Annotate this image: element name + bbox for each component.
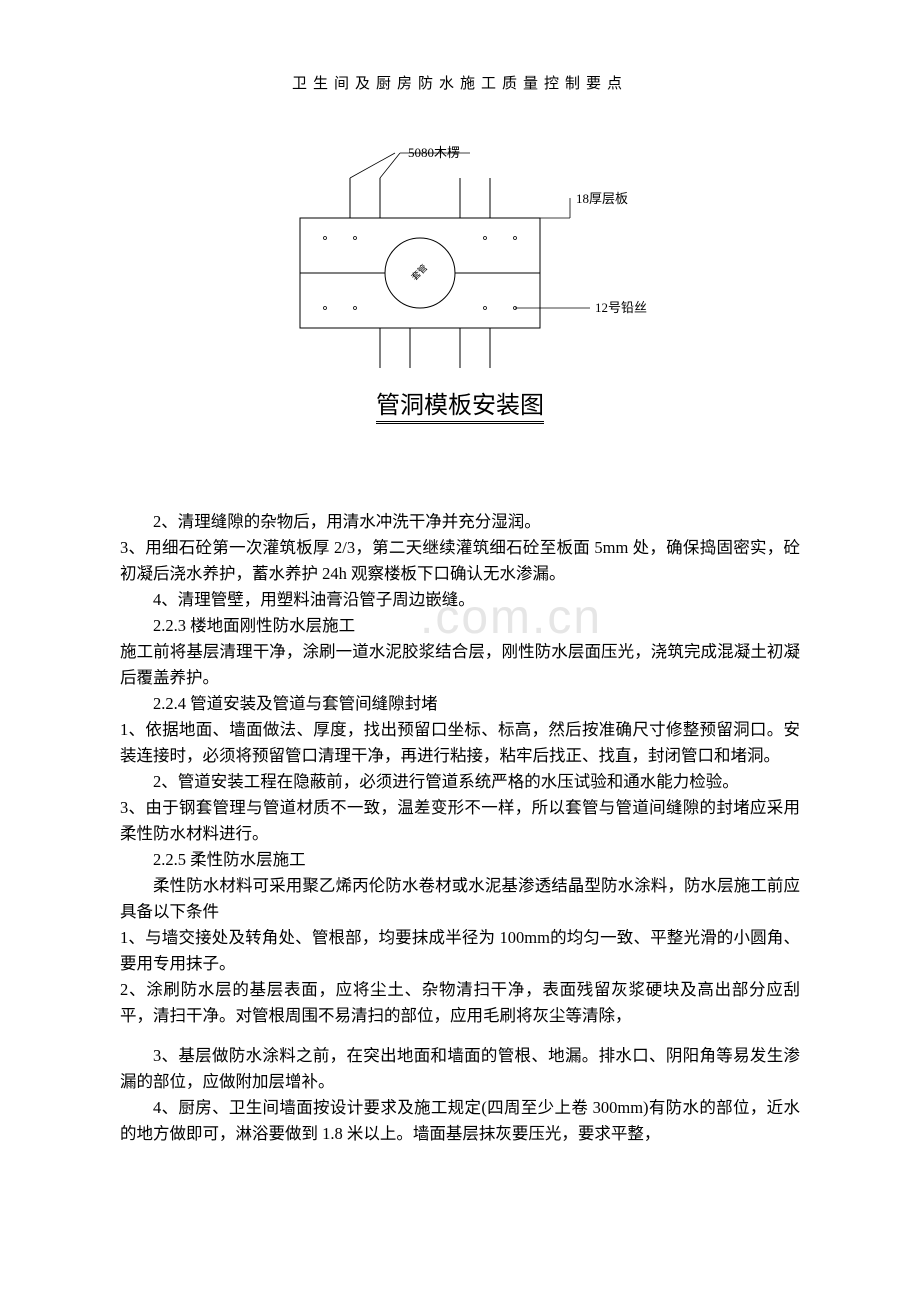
paragraph: 2、涂刷防水层的基层表面，应将尘土、杂物清扫干净，表面残留灰浆硬块及高出部分应刮… — [120, 977, 800, 1029]
paragraph: 2.2.3 楼地面刚性防水层施工 — [120, 613, 800, 639]
paragraph: 1、与墙交接处及转角处、管根部，均要抹成半径为 100mm的均匀一致、平整光滑的… — [120, 925, 800, 977]
paragraph: 2、清理缝隙的杂物后，用清水冲洗干净并充分湿润。 — [120, 509, 800, 535]
paragraph: 2、管道安装工程在隐蔽前，必须进行管道系统严格的水压试验和通水能力检验。 — [120, 769, 800, 795]
diagram-caption-text: 管洞模板安装图 — [376, 393, 544, 424]
paragraph: 4、厨房、卫生间墙面按设计要求及施工规定(四周至少上卷 300mm)有防水的部位… — [120, 1095, 800, 1147]
diagram: 5080木楞 18厚层板 12号铅丝 套管 管洞模板安装图 — [0, 143, 920, 413]
diagram-caption: 管洞模板安装图 — [0, 385, 920, 420]
label-top: 5080木楞 — [408, 145, 460, 160]
paragraph: 施工前将基层清理干净，涂刷一道水泥胶浆结合层，刚性防水层面压光，浇筑完成混凝土初… — [120, 639, 800, 691]
stubs-bottom — [380, 328, 490, 368]
paragraph: 3、基层做防水涂料之前，在突出地面和墙面的管根、地漏。排水口、阴阳角等易发生渗漏… — [120, 1043, 800, 1095]
body-text: 2、清理缝隙的杂物后，用清水冲洗干净并充分湿润。3、用细石砼第一次灌筑板厚 2/… — [0, 509, 920, 1147]
paragraph: 3、用细石砼第一次灌筑板厚 2/3，第二天继续灌筑细石砼至板面 5mm 处，确保… — [120, 535, 800, 587]
stubs-top — [350, 178, 490, 218]
diagram-svg: 5080木楞 18厚层板 12号铅丝 套管 — [250, 143, 670, 373]
label-right-top: 18厚层板 — [576, 191, 628, 206]
label-right-bottom: 12号铅丝 — [595, 300, 647, 315]
paragraph: 柔性防水材料可采用聚乙烯丙伦防水卷材或水泥基渗透结晶型防水涂料，防水层施工前应具… — [120, 873, 800, 925]
paragraph: 2.2.5 柔性防水层施工 — [120, 847, 800, 873]
paragraph: 4、清理管壁，用塑料油膏沿管子周边嵌缝。 — [120, 587, 800, 613]
blank-line — [120, 1029, 800, 1043]
header-title: 卫生间及厨房防水施工质量控制要点 — [292, 76, 628, 92]
paragraph: 3、由于钢套管理与管道材质不一致，温差变形不一样，所以套管与管道间缝隙的封堵应采… — [120, 795, 800, 847]
paragraph: 2.2.4 管道安装及管道与套管间缝隙封堵 — [120, 691, 800, 717]
paragraph: 1、依据地面、墙面做法、厚度，找出预留口坐标、标高，然后按准确尺寸修整预留洞口。… — [120, 717, 800, 769]
page-header: 卫生间及厨房防水施工质量控制要点 — [0, 0, 920, 93]
